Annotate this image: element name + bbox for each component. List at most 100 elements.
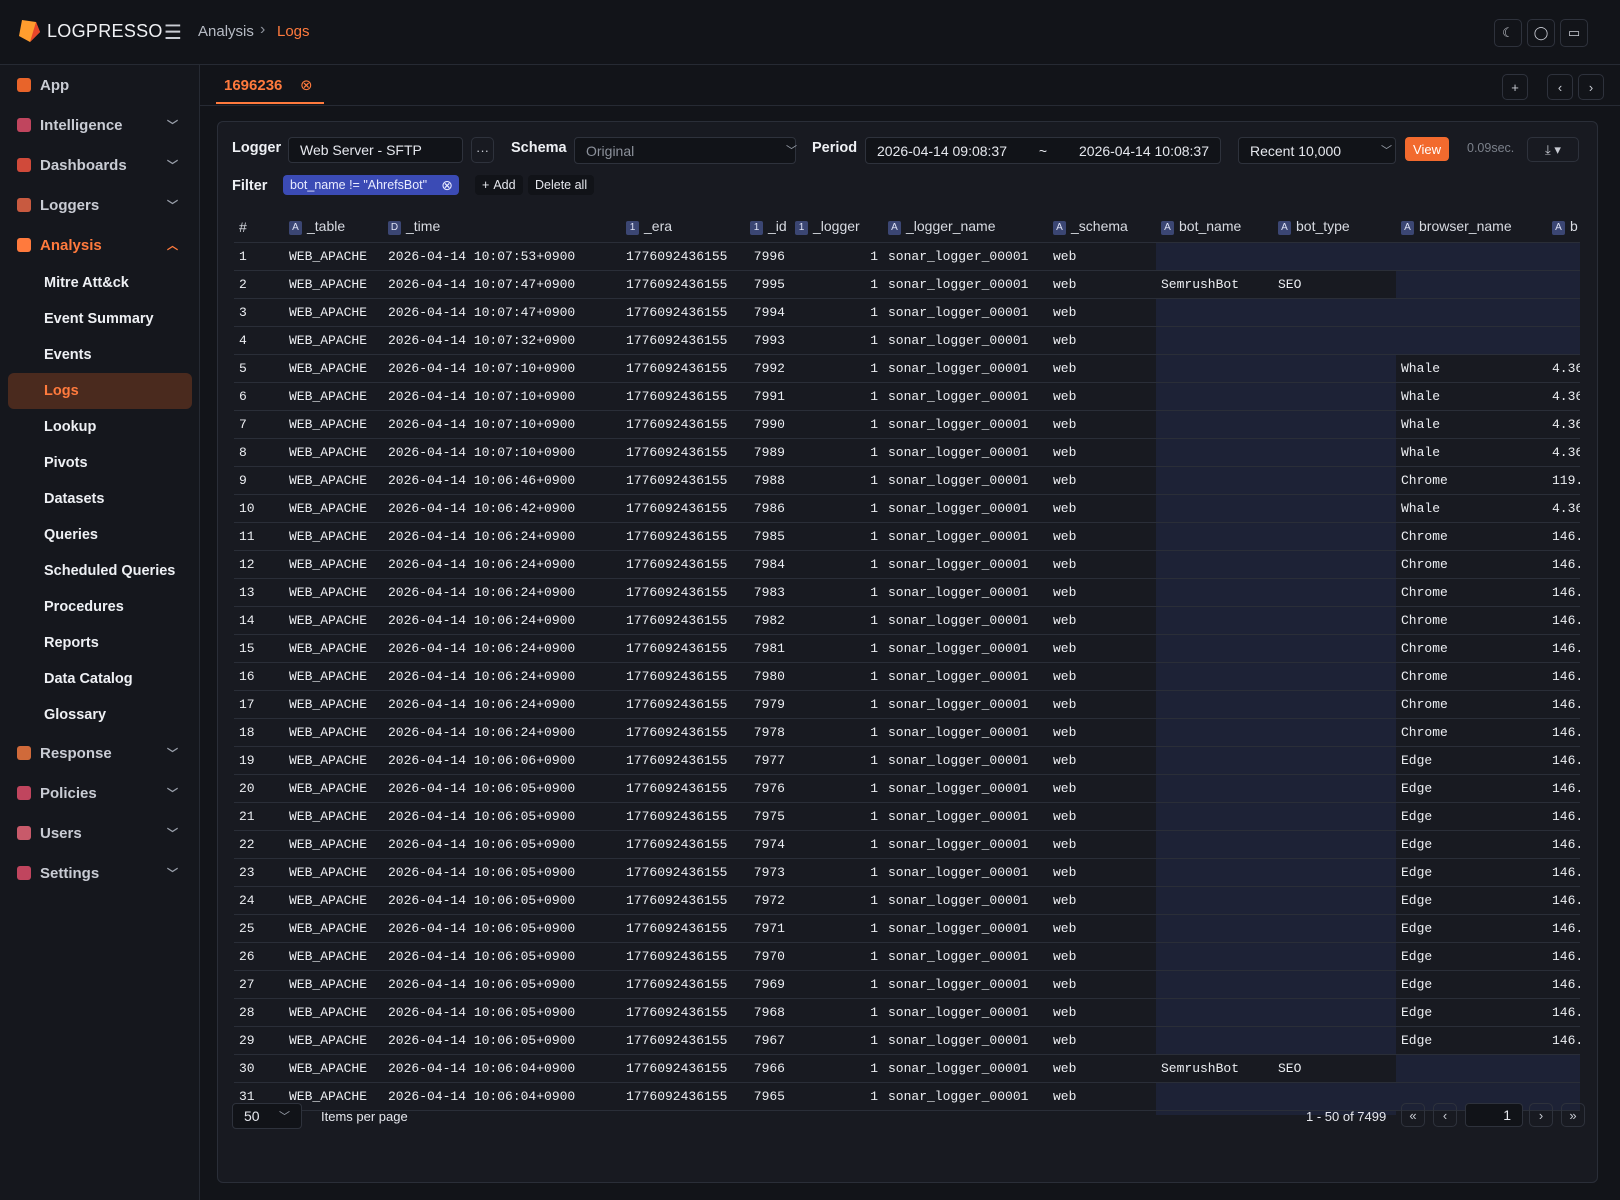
nav-subitem[interactable]: Events [44,347,92,363]
cell: 2026-04-14 10:06:05+0900 [383,1025,621,1054]
table-row[interactable]: 5 WEB_APACHE 2026-04-14 10:07:10+0900 17760… [234,353,1580,382]
prev-tab[interactable]: ‹ [1547,74,1573,100]
schema-select[interactable]: Original [574,137,796,164]
table-row[interactable]: 10 WEB_APACHE 2026-04-14 10:06:42+0900 1776… [234,493,1580,522]
table-row[interactable]: 11 WEB_APACHE 2026-04-14 10:06:24+0900 1776… [234,521,1580,550]
table-row[interactable]: 20 WEB_APACHE 2026-04-14 10:06:05+0900 1776… [234,773,1580,802]
table-row[interactable]: 13 WEB_APACHE 2026-04-14 10:06:24+0900 1776… [234,577,1580,606]
column-header[interactable]: A _table [284,212,383,242]
table-row[interactable]: 3 WEB_APACHE 2026-04-14 10:07:47+0900 17760… [234,297,1580,326]
cell: Edge [1396,1025,1547,1054]
ticket-button[interactable]: ▭ [1560,19,1588,47]
table-row[interactable]: 16 WEB_APACHE 2026-04-14 10:06:24+0900 1776… [234,661,1580,690]
nav-item[interactable]: Policies ﹀ [8,773,192,813]
table-row[interactable]: 21 WEB_APACHE 2026-04-14 10:06:05+0900 1776… [234,801,1580,830]
table-row[interactable]: 31 WEB_APACHE 2026-04-14 10:06:04+0900 1776… [234,1081,1580,1110]
theme-toggle[interactable]: ☾ [1494,19,1522,47]
period-range[interactable]: 2026-04-14 09:08:37 ~2026-04-14 10:08:37 [865,137,1221,164]
table-row[interactable]: 17 WEB_APACHE 2026-04-14 10:06:24+0900 1776… [234,689,1580,718]
table-row[interactable]: 22 WEB_APACHE 2026-04-14 10:06:05+0900 1776… [234,829,1580,858]
type-badge: A [289,221,302,236]
more-button[interactable]: ··· [471,137,494,163]
table-row[interactable]: 8 WEB_APACHE 2026-04-14 10:07:10+0900 17760… [234,437,1580,466]
cell: 22 [234,829,284,858]
nav-item[interactable]: Analysis ︿ [8,225,192,265]
recent-select[interactable]: Recent 10,000 [1238,137,1396,164]
table-row[interactable]: 28 WEB_APACHE 2026-04-14 10:06:05+0900 1776… [234,997,1580,1026]
next-tab[interactable]: › [1578,74,1604,100]
type-badge: 1 [795,221,808,236]
nav-subitem[interactable]: Procedures [44,599,124,615]
table-row[interactable]: 18 WEB_APACHE 2026-04-14 10:06:24+0900 1776… [234,717,1580,746]
table-row[interactable]: 26 WEB_APACHE 2026-04-14 10:06:05+0900 1776… [234,941,1580,970]
nav-subitem[interactable]: Lookup [44,419,97,435]
page-input[interactable]: 1 [1465,1103,1523,1127]
nav-item[interactable]: Dashboards ﹀ [8,145,192,185]
filter-remove[interactable]: ⊗ [441,176,453,193]
table-row[interactable]: 25 WEB_APACHE 2026-04-14 10:06:05+0900 1776… [234,913,1580,942]
nav-item[interactable]: Settings ﹀ [8,853,192,893]
delete-all[interactable]: Delete all [528,175,595,195]
table-row[interactable]: 27 WEB_APACHE 2026-04-14 10:06:05+0900 1776… [234,969,1580,998]
nav-subitem[interactable]: Glossary [44,707,107,723]
cell: SEO [1273,1053,1396,1082]
user-button[interactable]: ◯ [1527,19,1555,47]
table-row[interactable]: 29 WEB_APACHE 2026-04-14 10:06:05+0900 1776… [234,1025,1580,1054]
table-row[interactable]: 12 WEB_APACHE 2026-04-14 10:06:24+0900 1776… [234,549,1580,578]
nav-item[interactable]: Intelligence ﹀ [8,105,192,145]
prev-page[interactable]: ‹ [1433,1103,1457,1127]
nav-subitem[interactable]: Data Catalog [44,671,133,687]
table-row[interactable]: 19 WEB_APACHE 2026-04-14 10:06:06+0900 1776… [234,745,1580,774]
first-page[interactable]: « [1401,1103,1425,1127]
column-header[interactable]: A _logger_name [883,212,1048,242]
nav-item[interactable]: Users ﹀ [8,813,192,853]
table-row[interactable]: 9 WEB_APACHE 2026-04-14 10:06:46+0900 17760… [234,465,1580,494]
table-row[interactable]: 24 WEB_APACHE 2026-04-14 10:06:05+0900 1776… [234,885,1580,914]
nav-subitem[interactable]: Reports [44,635,99,651]
nav-item[interactable]: Loggers ﹀ [8,185,192,225]
tab-close[interactable]: ⊗ [300,77,313,94]
column-header[interactable]: D _time [383,212,621,242]
column-header[interactable]: # [234,212,284,242]
logger-select[interactable]: Web Server - SFTP [288,137,463,163]
table-row[interactable]: 4 WEB_APACHE 2026-04-14 10:07:32+0900 17760… [234,325,1580,354]
view-button[interactable]: View [1405,137,1449,161]
nav-item[interactable]: Response ﹀ [8,733,192,773]
nav-subitem[interactable]: Event Summary [44,311,154,327]
table-row[interactable]: 15 WEB_APACHE 2026-04-14 10:06:24+0900 1776… [234,633,1580,662]
last-page[interactable]: » [1561,1103,1585,1127]
column-header[interactable]: 1 _era [621,212,745,242]
table-row[interactable]: 2 WEB_APACHE 2026-04-14 10:07:47+0900 17760… [234,269,1580,298]
cell: Whale [1396,493,1547,522]
cell: Edge [1396,857,1547,886]
menu-toggle[interactable]: ☰ [164,22,182,44]
type-badge: A [1401,221,1414,236]
nav-subitem[interactable]: Mitre Att&ck [44,275,129,291]
column-header[interactable]: A _schema [1048,212,1156,242]
nav-subitem[interactable]: Queries [44,527,98,543]
column-header[interactable]: 1 _id [745,212,790,242]
download-button[interactable]: ⤓ ▾ [1527,137,1579,162]
nav-subitem[interactable]: Datasets [44,491,105,507]
nav-subitem[interactable]: Pivots [44,455,88,471]
next-page[interactable]: › [1529,1103,1553,1127]
nav-item[interactable]: App [8,65,192,105]
filter-chip[interactable]: bot_name != "AhrefsBot" ⊗ [283,175,459,195]
nav-subitem[interactable]: Scheduled Queries [44,563,176,579]
add-tab[interactable]: + [1502,74,1528,100]
table-row[interactable]: 7 WEB_APACHE 2026-04-14 10:07:10+0900 17760… [234,409,1580,438]
nav-subitem[interactable]: Logs [8,373,192,409]
table-row[interactable]: 6 WEB_APACHE 2026-04-14 10:07:10+0900 17760… [234,381,1580,410]
add-filter[interactable]: + Add [475,175,523,195]
column-header[interactable]: 1 _logger [790,212,883,242]
table-row[interactable]: 23 WEB_APACHE 2026-04-14 10:06:05+0900 1776… [234,857,1580,886]
table-row[interactable]: 30 WEB_APACHE 2026-04-14 10:06:04+0900 1776… [234,1053,1580,1082]
table-row[interactable]: 14 WEB_APACHE 2026-04-14 10:06:24+0900 1776… [234,605,1580,634]
table-row[interactable]: 1 WEB_APACHE 2026-04-14 10:07:53+0900 17760… [234,241,1580,270]
breadcrumb-item[interactable]: Analysis [198,23,254,40]
per-page-select[interactable]: 50 ﹀ [232,1103,302,1129]
